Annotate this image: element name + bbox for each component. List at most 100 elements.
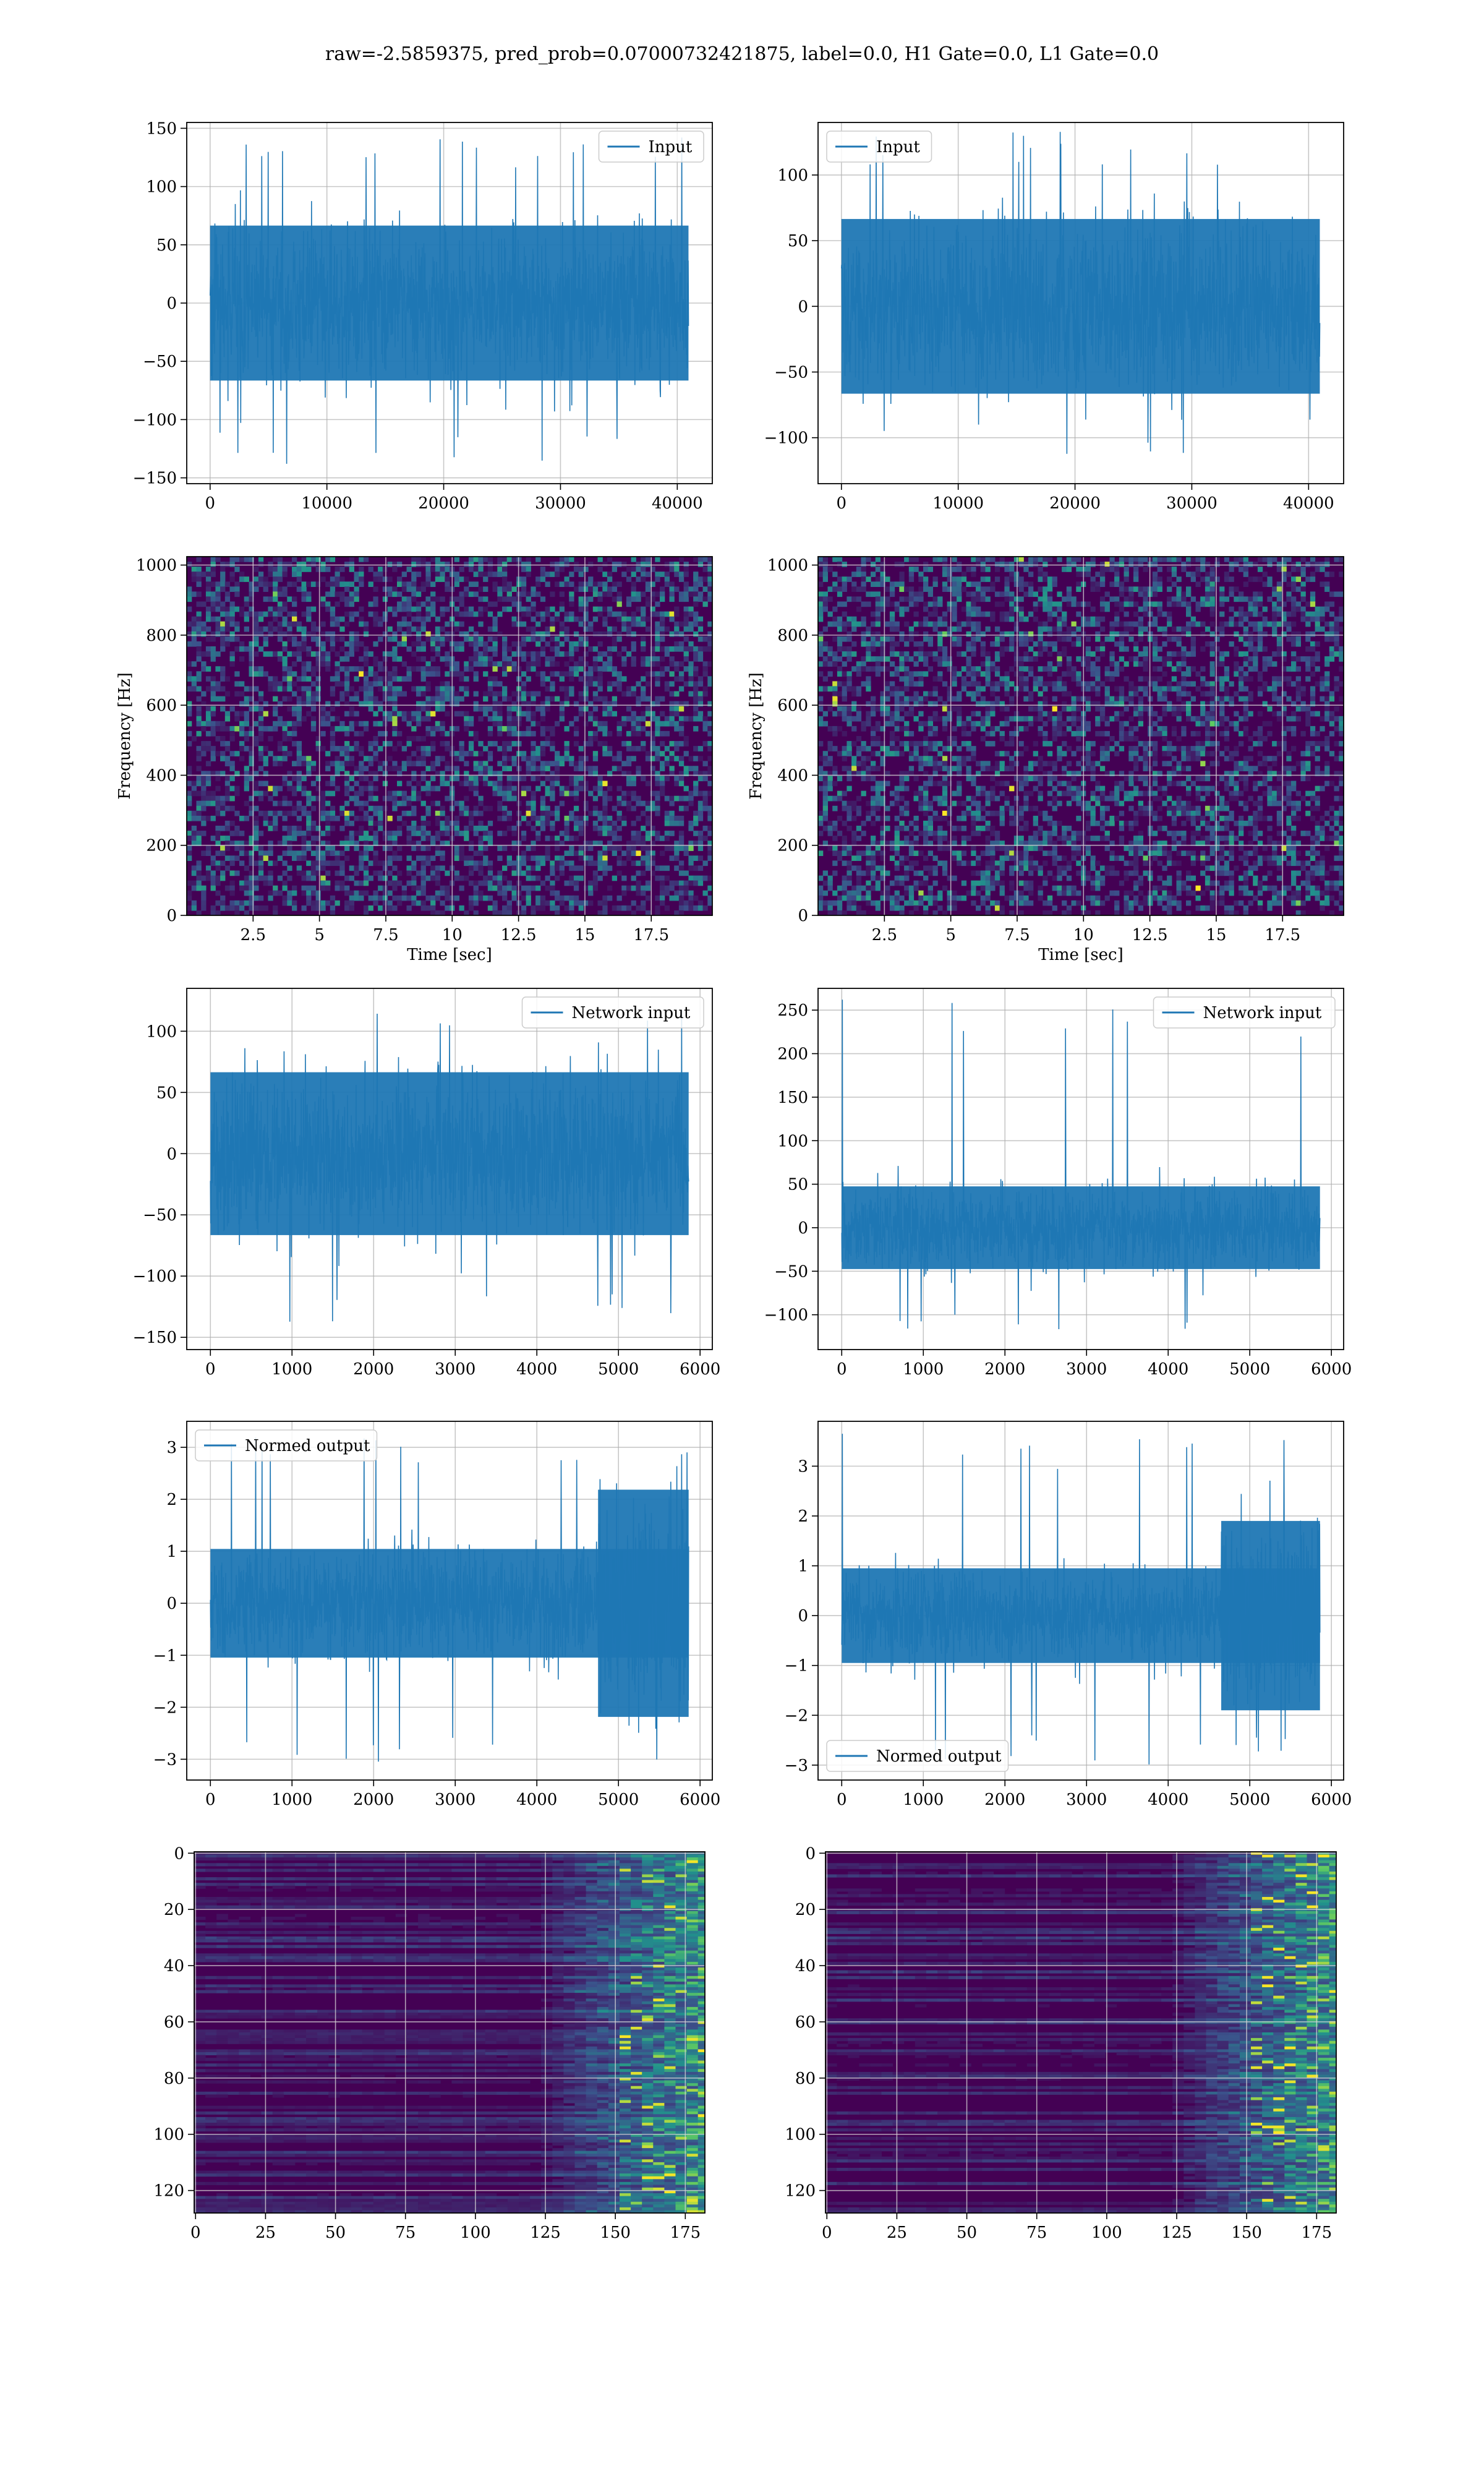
grid-feature-map-l1 [825, 1852, 1336, 2213]
ytick-label: 0 [798, 1607, 808, 1625]
ytick-label: −2 [153, 1698, 177, 1717]
xtick-label: 20000 [418, 494, 469, 513]
xtick-label: 10 [442, 926, 463, 944]
ytick-label: −50 [774, 363, 808, 382]
xtick-label: 5000 [598, 1360, 639, 1379]
ytick-label: 50 [788, 1176, 808, 1194]
ytick-label: 50 [156, 236, 177, 255]
xaxis-label: Time [sec] [1038, 946, 1124, 964]
ytick-label: −3 [153, 1750, 177, 1769]
ytick-label: 800 [146, 627, 177, 645]
ytick-label: 0 [798, 907, 808, 925]
panel-network-input-h1: 0 1000 2000 3000 4000 5000 6000 −150 −100 −50 0 50 1… [133, 988, 720, 1379]
ytick-label: 400 [146, 766, 177, 785]
ytick-label: 1000 [136, 557, 177, 575]
panel-network-input-l1: 0 1000 2000 3000 4000 5000 6000 −100 −50 0 50 100 15… [764, 988, 1352, 1379]
xtick-label: 5 [314, 926, 325, 944]
legend-normed-output-h1: Normed output [195, 1429, 378, 1462]
panel-feature-map-h1: 0 25 50 75 100 125 150 175 0 20 40 60 80 100 120 [153, 1844, 706, 2242]
xtick-label: 7.5 [373, 926, 398, 944]
yaxis-label: Frequency [Hz] [747, 672, 765, 800]
ytick-label: −50 [774, 1262, 808, 1281]
ytick-label: 60 [164, 2013, 184, 2032]
panel-spectrogram-h1: 2.5 5 7.5 10 12.5 15 17.5 0 200 400 600 800 1000 Time… [116, 556, 713, 964]
burst-band-normed-output-h1 [598, 1489, 689, 1717]
ytick-label: 150 [777, 1089, 808, 1107]
xtick-label: 175 [670, 2224, 701, 2242]
xtick-label: 30000 [1166, 494, 1217, 513]
heatmap-feature-map-h1 [194, 1852, 705, 2213]
axes-frame-network-input-h1 [186, 988, 713, 1350]
xtick-label: 3000 [435, 1791, 475, 1809]
axes-frame-feature-map-h1 [194, 1851, 706, 2214]
ytick-label: 3 [798, 1458, 808, 1476]
ytick-label: 100 [777, 1132, 808, 1150]
ytick-label: 200 [146, 837, 177, 855]
xtick-label: 0 [190, 2224, 201, 2242]
ytick-label: 0 [166, 1594, 177, 1613]
ytick-label: 2 [166, 1491, 177, 1509]
ytick-label: −100 [133, 411, 177, 429]
panel-spectrogram-l1: 2.5 5 7.5 10 12.5 15 17.5 0 200 400 600 800 1000 Time… [747, 556, 1344, 964]
xtick-label: 5000 [598, 1791, 639, 1809]
yaxis-label: Frequency [Hz] [116, 672, 134, 800]
xtick-label: 40000 [652, 494, 703, 513]
panel-input-h1: 0 10000 20000 30000 40000 −150 −100 −50 0 50 100 15… [133, 119, 713, 513]
ytick-label: 0 [805, 1844, 816, 1863]
xtick-label: 2000 [984, 1791, 1025, 1809]
grid-network-input-l1 [818, 988, 1344, 1350]
xtick-label: 2000 [353, 1791, 394, 1809]
xtick-label: 6000 [680, 1791, 720, 1809]
xtick-label: 1000 [903, 1791, 944, 1809]
xtick-label: 4000 [1148, 1791, 1188, 1809]
xtick-label: 150 [600, 2224, 631, 2242]
ytick-label: 60 [795, 2013, 816, 2032]
legend-label: Normed output [245, 1437, 370, 1455]
legend-label: Network input [1203, 1004, 1322, 1022]
ytick-label: 1 [798, 1557, 808, 1576]
legend-input-h1: Input [598, 131, 704, 163]
axes-frame-normed-output-h1 [186, 1421, 713, 1781]
ytick-label: 250 [777, 1001, 808, 1020]
grid-feature-map-h1 [194, 1852, 705, 2213]
ytick-label: 40 [795, 1957, 816, 1975]
ytick-label: 1 [166, 1543, 177, 1561]
series-band-input-l1 [841, 219, 1320, 394]
xtick-label: 20000 [1049, 494, 1101, 513]
axes-frame-spectrogram-l1 [817, 556, 1344, 916]
xtick-label: 2000 [353, 1360, 394, 1379]
ytick-label: 150 [146, 119, 177, 138]
ytick-label: 50 [788, 232, 808, 250]
ytick-label: 100 [785, 2126, 816, 2144]
grid-spectrogram-l1 [818, 557, 1344, 916]
ytick-label: 2 [798, 1507, 808, 1526]
ytick-label: 0 [166, 1145, 177, 1163]
axes-frame-input-l1 [817, 122, 1344, 484]
ytick-label: 100 [777, 166, 808, 185]
ytick-label: 0 [166, 907, 177, 925]
series-band-network-input-h1 [210, 1072, 689, 1235]
xaxis-label: Time [sec] [407, 946, 492, 964]
ytick-label: −50 [143, 353, 177, 371]
xtick-label: 12.5 [1132, 926, 1168, 944]
xtick-label: 12.5 [501, 926, 537, 944]
xtick-label: 0 [837, 1791, 847, 1809]
heatmap-spectrogram-l1 [818, 557, 1344, 915]
ytick-label: −1 [153, 1646, 177, 1665]
xtick-label: 2.5 [872, 926, 897, 944]
xtick-label: 150 [1231, 2224, 1262, 2242]
xtick-label: 50 [957, 2224, 977, 2242]
xtick-label: 4000 [1148, 1360, 1188, 1379]
xtick-label: 0 [205, 1360, 216, 1379]
ytick-label: 200 [777, 1045, 808, 1064]
xtick-label: 10 [1073, 926, 1094, 944]
xtick-label: 0 [205, 1791, 216, 1809]
xtick-label: 17.5 [1264, 926, 1300, 944]
panel-normed-output-h1: 0 1000 2000 3000 4000 5000 6000 −3 −2 −1 0 1 2 3 Norme… [153, 1421, 720, 1809]
ytick-label: −100 [764, 429, 808, 448]
ytick-label: 0 [798, 297, 808, 316]
xtick-label: 125 [530, 2224, 561, 2242]
ytick-label: 20 [795, 1901, 816, 1919]
heatmap-spectrogram-h1 [187, 557, 712, 915]
